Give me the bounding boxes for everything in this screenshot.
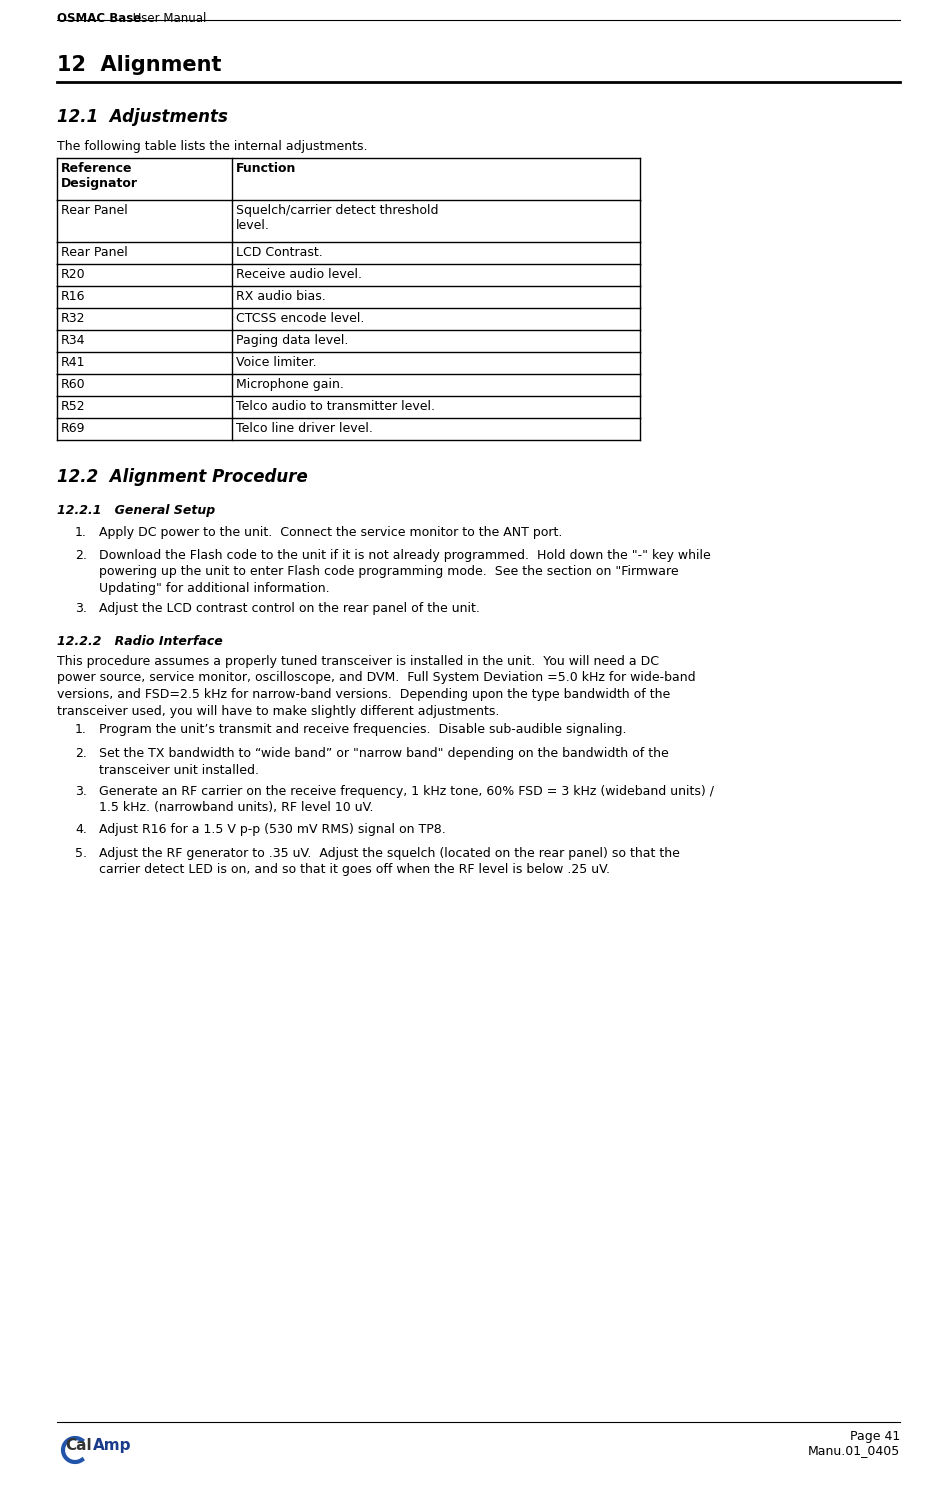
Text: R34: R34 bbox=[61, 334, 86, 348]
Text: 12.1  Adjustments: 12.1 Adjustments bbox=[57, 107, 228, 125]
Text: Manu.01_0405: Manu.01_0405 bbox=[807, 1444, 899, 1458]
Text: R69: R69 bbox=[61, 422, 86, 436]
Text: User Manual: User Manual bbox=[129, 12, 207, 25]
Text: 1.: 1. bbox=[75, 724, 87, 736]
Text: 12.2.1   General Setup: 12.2.1 General Setup bbox=[57, 504, 215, 518]
Text: 2.: 2. bbox=[75, 549, 87, 562]
Text: LCD Contrast.: LCD Contrast. bbox=[236, 246, 323, 260]
Text: R52: R52 bbox=[61, 400, 86, 413]
Text: R41: R41 bbox=[61, 357, 86, 369]
Text: Adjust R16 for a 1.5 V p-p (530 mV RMS) signal on TP8.: Adjust R16 for a 1.5 V p-p (530 mV RMS) … bbox=[99, 824, 446, 836]
Text: Rear Panel: Rear Panel bbox=[61, 204, 128, 216]
Text: Microphone gain.: Microphone gain. bbox=[236, 377, 344, 391]
Text: Paging data level.: Paging data level. bbox=[236, 334, 348, 348]
Text: Telco audio to transmitter level.: Telco audio to transmitter level. bbox=[236, 400, 434, 413]
Text: R60: R60 bbox=[61, 377, 86, 391]
Text: 12.2  Alignment Procedure: 12.2 Alignment Procedure bbox=[57, 468, 307, 486]
Text: 1.: 1. bbox=[75, 527, 87, 539]
Text: RX audio bias.: RX audio bias. bbox=[236, 289, 326, 303]
Text: Receive audio level.: Receive audio level. bbox=[236, 269, 362, 280]
Text: 5.: 5. bbox=[75, 847, 87, 859]
Text: 2.: 2. bbox=[75, 747, 87, 759]
Text: Voice limiter.: Voice limiter. bbox=[236, 357, 316, 369]
Text: Telco line driver level.: Telco line driver level. bbox=[236, 422, 372, 436]
Text: 4.: 4. bbox=[75, 824, 87, 836]
Text: Apply DC power to the unit.  Connect the service monitor to the ANT port.: Apply DC power to the unit. Connect the … bbox=[99, 527, 562, 539]
Text: Function: Function bbox=[236, 163, 296, 175]
Text: Amp: Amp bbox=[93, 1438, 131, 1453]
Text: The following table lists the internal adjustments.: The following table lists the internal a… bbox=[57, 140, 367, 154]
Text: Adjust the LCD contrast control on the rear panel of the unit.: Adjust the LCD contrast control on the r… bbox=[99, 601, 480, 615]
Text: Program the unit’s transmit and receive frequencies.  Disable sub-audible signal: Program the unit’s transmit and receive … bbox=[99, 724, 625, 736]
Text: 12.2.2   Radio Interface: 12.2.2 Radio Interface bbox=[57, 636, 223, 648]
Text: Cal: Cal bbox=[65, 1438, 91, 1453]
Text: Generate an RF carrier on the receive frequency, 1 kHz tone, 60% FSD = 3 kHz (wi: Generate an RF carrier on the receive fr… bbox=[99, 785, 713, 815]
Text: This procedure assumes a properly tuned transceiver is installed in the unit.  Y: This procedure assumes a properly tuned … bbox=[57, 655, 695, 718]
Text: R32: R32 bbox=[61, 312, 86, 325]
Text: Squelch/carrier detect threshold
level.: Squelch/carrier detect threshold level. bbox=[236, 204, 438, 231]
Text: 3.: 3. bbox=[75, 601, 87, 615]
Text: Page 41: Page 41 bbox=[849, 1429, 899, 1443]
Text: Set the TX bandwidth to “wide band” or "narrow band" depending on the bandwidth : Set the TX bandwidth to “wide band” or "… bbox=[99, 747, 668, 776]
Text: OSMAC Base: OSMAC Base bbox=[57, 12, 141, 25]
Text: Download the Flash code to the unit if it is not already programmed.  Hold down : Download the Flash code to the unit if i… bbox=[99, 549, 710, 595]
Text: Rear Panel: Rear Panel bbox=[61, 246, 128, 260]
Text: Adjust the RF generator to .35 uV.  Adjust the squelch (located on the rear pane: Adjust the RF generator to .35 uV. Adjus… bbox=[99, 847, 679, 876]
Text: 12  Alignment: 12 Alignment bbox=[57, 55, 221, 75]
Text: 3.: 3. bbox=[75, 785, 87, 798]
Text: R20: R20 bbox=[61, 269, 86, 280]
Text: R16: R16 bbox=[61, 289, 86, 303]
Text: CTCSS encode level.: CTCSS encode level. bbox=[236, 312, 364, 325]
Text: Reference
Designator: Reference Designator bbox=[61, 163, 138, 189]
